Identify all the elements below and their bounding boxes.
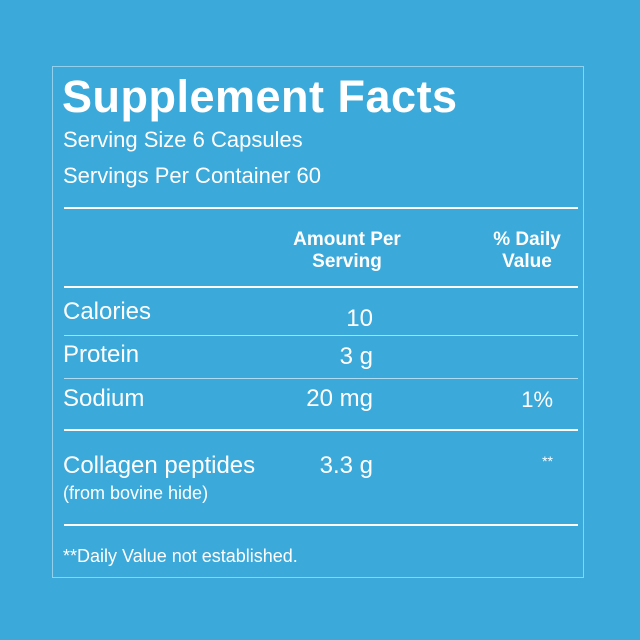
header-amount: Amount Per Serving <box>293 229 401 272</box>
row-amount: 10 <box>346 305 373 332</box>
row-name: Calories <box>63 298 152 325</box>
row-amount: 3 g <box>339 343 373 370</box>
header-daily-value: % Daily Value <box>493 229 561 272</box>
row-name: Collagen peptides <box>63 452 256 479</box>
row-divider <box>64 378 578 379</box>
row-daily-value: ** <box>542 453 553 469</box>
row-note: (from bovine hide) <box>63 483 209 503</box>
footnote: **Daily Value not established. <box>63 546 298 566</box>
row-name: Protein <box>63 341 140 368</box>
label-panel <box>52 66 584 578</box>
divider <box>64 207 578 209</box>
divider <box>64 286 578 288</box>
divider <box>64 429 578 431</box>
title: Supplement Facts <box>62 71 458 122</box>
row-amount: 3.3 g <box>319 452 373 479</box>
servings-per-container: Servings Per Container 60 <box>63 163 322 188</box>
serving-size: Serving Size 6 Capsules <box>63 127 303 152</box>
row-daily-value: 1% <box>521 387 553 412</box>
row-name: Sodium <box>63 385 145 412</box>
divider <box>64 524 578 526</box>
row-amount: 20 mg <box>306 385 373 412</box>
row-divider <box>64 335 578 336</box>
